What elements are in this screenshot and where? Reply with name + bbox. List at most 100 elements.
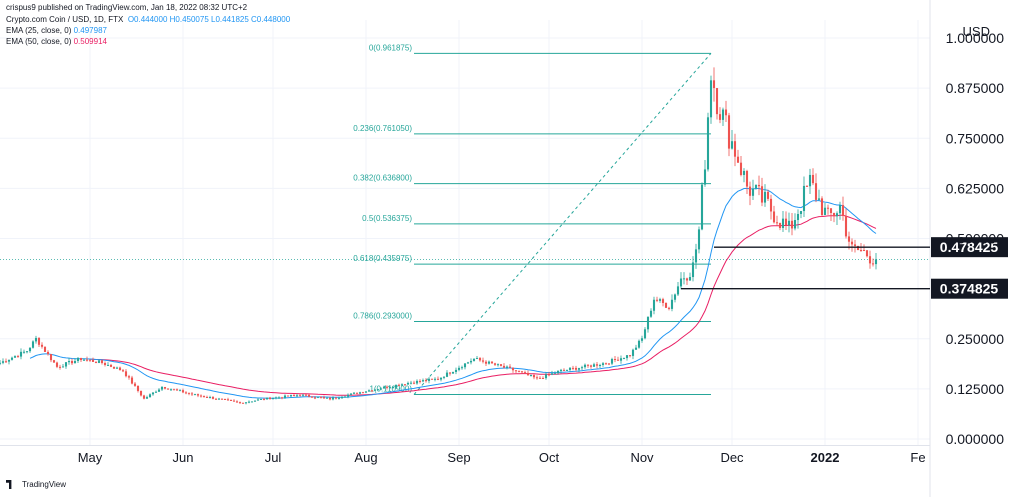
ema25-legend[interactable]: EMA (25, close, 0) 0.497987 (6, 26, 107, 35)
candle (157, 388, 161, 392)
candle (490, 361, 494, 364)
candle (538, 376, 542, 379)
candle-body (130, 377, 134, 384)
candle-body (133, 383, 137, 386)
candle (259, 398, 263, 400)
candle-body (28, 347, 32, 352)
candle-body (577, 368, 581, 370)
candle (781, 211, 785, 233)
fibonacci-retracement[interactable]: 0(0.961875) 0.236(0.761050) 0.382(0.636800… (353, 43, 712, 396)
candle (313, 395, 317, 400)
candle (31, 340, 35, 349)
candle (79, 357, 83, 363)
candle (643, 327, 647, 340)
candle-body (451, 371, 455, 374)
tradingview-footer[interactable]: TradingView (6, 480, 66, 489)
candle (220, 398, 224, 400)
candle-body (655, 299, 659, 301)
candle (310, 396, 314, 399)
candle-body (385, 386, 389, 388)
y-axis[interactable]: 1.000000 0.875000 0.750000 0.625000 0.500000… (946, 24, 1005, 447)
candle-body (187, 392, 191, 394)
candle-body (115, 367, 119, 369)
candle-body (379, 388, 383, 390)
candle (688, 272, 692, 281)
candle (571, 365, 575, 371)
candle (280, 396, 284, 400)
candle (67, 357, 71, 365)
ema50-legend[interactable]: EMA (50, close, 0) 0.509914 (6, 37, 107, 46)
candle (817, 189, 821, 201)
candle-body (85, 359, 89, 361)
candle (424, 378, 428, 383)
candle (121, 369, 125, 373)
candle (481, 357, 485, 364)
candle (568, 367, 572, 372)
candle (388, 385, 392, 389)
candle-body (754, 184, 758, 189)
candle (595, 361, 599, 369)
candle (52, 359, 56, 363)
candle-body (439, 377, 443, 380)
horizontal-line[interactable]: 0.374825 (681, 278, 1008, 299)
candle (265, 397, 269, 400)
candle-body (670, 299, 674, 309)
candle (283, 394, 287, 399)
candle-body (709, 80, 713, 118)
candle-body (853, 244, 857, 246)
candle (808, 168, 812, 195)
candle-body (415, 380, 419, 384)
candle-body (826, 207, 830, 209)
x-tick-label: 2022 (811, 450, 840, 465)
candle (301, 394, 305, 397)
candle (286, 395, 290, 397)
candle (4, 358, 8, 364)
candle (814, 173, 818, 203)
candle (673, 293, 677, 303)
candle (874, 253, 878, 270)
candle-body (529, 375, 533, 377)
candle-body (712, 80, 716, 89)
candle-body (862, 250, 866, 252)
horizontal-lines[interactable]: 0.478425 0.374825 (681, 237, 1008, 299)
candle (646, 316, 650, 333)
candle-body (823, 207, 827, 215)
candle (151, 392, 155, 396)
candle (16, 354, 20, 358)
candle-body (832, 213, 836, 217)
candle-body (352, 392, 356, 394)
candle (97, 359, 101, 364)
candle (250, 401, 254, 403)
candle (466, 361, 470, 364)
candle-body (733, 141, 737, 157)
candle (853, 239, 857, 253)
candle (328, 396, 332, 401)
candle (850, 238, 854, 252)
candle-body (127, 376, 131, 378)
candle-body (298, 395, 302, 397)
candle (724, 100, 728, 122)
candle (154, 390, 158, 393)
x-axis[interactable]: May Jun Jul Aug Sep Oct Nov Dec 2022 Fe (78, 450, 926, 465)
candle (13, 355, 17, 358)
candle-body (430, 378, 434, 380)
candle (682, 272, 686, 285)
horizontal-line[interactable]: 0.478425 (714, 237, 1008, 258)
candle (706, 112, 710, 172)
candle-body (118, 367, 122, 371)
candle (28, 347, 32, 353)
chart-grid (0, 0, 931, 497)
y-tick-label: 1.000000 (946, 30, 1005, 46)
candle-body (268, 397, 272, 400)
candle (160, 386, 164, 392)
candle (226, 397, 230, 401)
candle (181, 388, 185, 394)
candle-body (199, 395, 203, 397)
candle-body (259, 398, 263, 400)
candle-body (112, 366, 116, 369)
candle-body (502, 365, 506, 368)
candle (34, 335, 38, 344)
candle-body (337, 397, 341, 399)
candle-body (466, 362, 470, 364)
